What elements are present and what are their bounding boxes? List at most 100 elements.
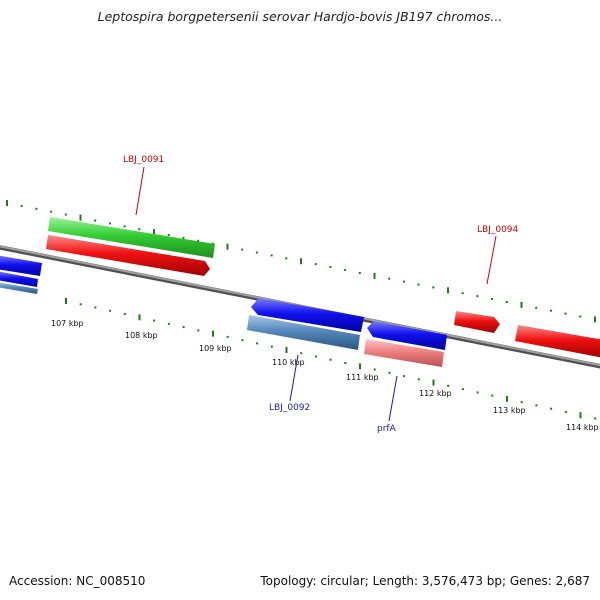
minor-tick bbox=[241, 248, 244, 251]
leader-LBJ_0094 bbox=[486, 235, 497, 285]
feature-LBJ_0094[interactable] bbox=[454, 311, 500, 333]
minor-tick bbox=[314, 263, 317, 266]
minor-tick bbox=[549, 309, 552, 312]
major-tick bbox=[520, 301, 523, 308]
minor-tick bbox=[447, 384, 450, 387]
map-title: Leptospira borgpetersenii serovar Hardjo… bbox=[97, 9, 503, 24]
minor-tick bbox=[270, 254, 273, 257]
minor-tick bbox=[564, 312, 567, 315]
minor-tick bbox=[344, 268, 347, 271]
minor-tick bbox=[388, 371, 391, 374]
minor-tick bbox=[123, 313, 126, 316]
minor-tick bbox=[491, 298, 494, 300]
feature-forward-red-2[interactable] bbox=[515, 325, 600, 358]
feature-reverse-steel-1[interactable] bbox=[0, 282, 38, 294]
topology-text: Topology: circular; Length: 3,576,473 bp… bbox=[260, 574, 590, 588]
gene-label-prfA[interactable]: prfA bbox=[377, 424, 397, 434]
lower-tick-track bbox=[65, 298, 597, 420]
major-tick bbox=[594, 316, 596, 323]
scale-label: 107 kbp bbox=[51, 319, 84, 328]
leader-LBJ_0092 bbox=[289, 354, 299, 402]
minor-tick bbox=[94, 306, 97, 309]
minor-tick bbox=[167, 234, 170, 236]
gene-label-LBJ_0091[interactable]: LBJ_0091 bbox=[123, 155, 164, 165]
major-tick bbox=[373, 272, 376, 279]
minor-tick bbox=[461, 388, 464, 391]
minor-tick bbox=[197, 329, 200, 332]
minor-tick bbox=[520, 401, 523, 404]
scale-label: 109 kbp bbox=[199, 344, 232, 353]
minor-tick bbox=[285, 257, 288, 260]
minor-tick bbox=[270, 345, 273, 348]
minor-tick bbox=[109, 309, 112, 312]
gene-label-LBJ_0094[interactable]: LBJ_0094 bbox=[477, 225, 519, 235]
minor-tick bbox=[167, 322, 170, 325]
leader-LBJ_0091 bbox=[135, 166, 145, 216]
features-reverse bbox=[0, 255, 447, 367]
minor-tick bbox=[403, 375, 406, 378]
minor-tick bbox=[476, 295, 479, 298]
feature-prfA[interactable] bbox=[364, 339, 444, 367]
minor-tick bbox=[123, 225, 126, 228]
leader-prfA bbox=[388, 375, 398, 422]
major-tick bbox=[432, 379, 435, 386]
minor-tick bbox=[476, 391, 479, 394]
major-tick bbox=[212, 330, 214, 337]
minor-tick bbox=[255, 251, 258, 254]
minor-tick bbox=[182, 236, 185, 239]
feature-reverse-blue-4[interactable] bbox=[367, 321, 447, 350]
upper-tick-track bbox=[6, 200, 596, 323]
minor-tick bbox=[108, 222, 111, 225]
accession-text: Accession: NC_008510 bbox=[9, 574, 146, 588]
minor-tick bbox=[432, 286, 435, 289]
minor-tick bbox=[20, 204, 23, 207]
minor-tick bbox=[344, 362, 347, 364]
features-forward bbox=[46, 217, 600, 358]
feature-LBJ_0091[interactable] bbox=[48, 217, 215, 258]
minor-tick bbox=[300, 352, 303, 355]
major-tick bbox=[359, 363, 361, 370]
major-tick bbox=[6, 200, 8, 206]
major-tick bbox=[300, 258, 302, 265]
major-tick bbox=[138, 314, 141, 321]
minor-tick bbox=[329, 358, 332, 361]
minor-tick bbox=[550, 407, 553, 410]
feature-forward-red-1[interactable] bbox=[46, 235, 210, 276]
minor-tick bbox=[50, 210, 53, 213]
feature-reverse-blue-1[interactable] bbox=[0, 255, 42, 276]
minor-tick bbox=[153, 319, 156, 322]
minor-tick bbox=[329, 266, 332, 268]
minor-tick bbox=[358, 271, 361, 274]
major-tick bbox=[65, 298, 67, 304]
minor-tick bbox=[182, 326, 185, 329]
feature-LBJ_0092[interactable] bbox=[247, 315, 360, 350]
scale-label: 108 kbp bbox=[125, 331, 158, 340]
minor-tick bbox=[197, 239, 200, 242]
scale-label: 114 kbp bbox=[566, 423, 599, 432]
feature-reverse-blue-3[interactable] bbox=[251, 298, 364, 332]
minor-tick bbox=[594, 417, 597, 420]
minor-tick bbox=[94, 219, 97, 222]
major-tick bbox=[447, 287, 449, 294]
minor-tick bbox=[535, 404, 538, 407]
minor-tick bbox=[64, 213, 67, 216]
scale-label: 112 kbp bbox=[419, 389, 452, 398]
minor-tick bbox=[402, 280, 405, 283]
major-tick bbox=[285, 347, 288, 353]
major-tick bbox=[79, 214, 82, 221]
minor-tick bbox=[79, 303, 82, 306]
major-tick bbox=[153, 229, 155, 236]
minor-tick bbox=[35, 207, 38, 210]
minor-tick bbox=[535, 306, 538, 309]
gene-label-LBJ_0092[interactable]: LBJ_0092 bbox=[269, 403, 310, 413]
minor-tick bbox=[226, 335, 229, 338]
minor-tick bbox=[505, 301, 508, 303]
minor-tick bbox=[564, 411, 567, 413]
minor-tick bbox=[138, 228, 141, 231]
feature-reverse-blue-2[interactable] bbox=[0, 271, 38, 287]
minor-tick bbox=[417, 283, 420, 286]
minor-tick bbox=[417, 378, 420, 381]
minor-tick bbox=[256, 342, 259, 345]
